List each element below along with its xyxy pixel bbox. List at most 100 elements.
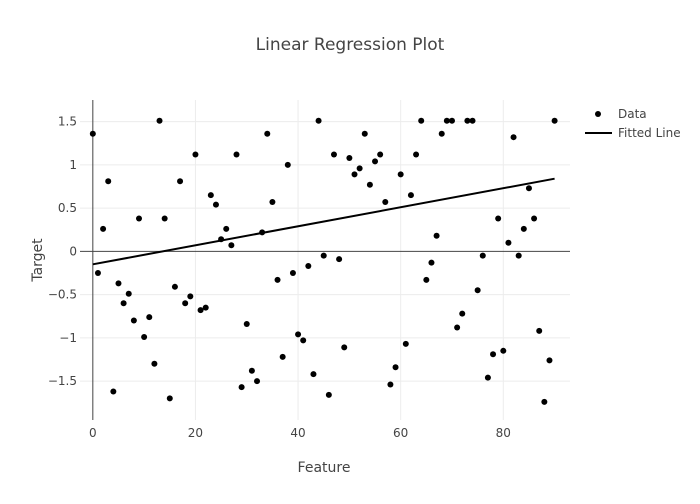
- data-point[interactable]: [125, 290, 132, 297]
- data-point[interactable]: [536, 327, 543, 334]
- data-point[interactable]: [115, 280, 122, 287]
- data-point[interactable]: [454, 324, 461, 331]
- data-point[interactable]: [433, 232, 440, 239]
- data-point[interactable]: [182, 300, 189, 307]
- data-point[interactable]: [505, 239, 512, 246]
- data-point[interactable]: [382, 199, 389, 206]
- data-points-layer: [89, 117, 558, 405]
- data-point[interactable]: [136, 215, 143, 222]
- data-point[interactable]: [305, 263, 312, 270]
- data-point[interactable]: [407, 192, 414, 199]
- data-point[interactable]: [484, 374, 491, 381]
- data-point[interactable]: [223, 225, 230, 232]
- data-point[interactable]: [356, 165, 363, 172]
- legend-item-fitted-line[interactable]: Fitted Line: [585, 126, 681, 140]
- data-point[interactable]: [130, 317, 137, 324]
- data-point[interactable]: [141, 333, 148, 340]
- x-tick-label: 20: [188, 426, 203, 440]
- data-point[interactable]: [443, 117, 450, 124]
- data-point[interactable]: [500, 347, 507, 354]
- data-point[interactable]: [474, 287, 481, 294]
- data-point[interactable]: [413, 151, 420, 158]
- data-point[interactable]: [315, 117, 322, 124]
- data-point[interactable]: [212, 201, 219, 208]
- data-point[interactable]: [110, 388, 117, 395]
- data-point[interactable]: [233, 151, 240, 158]
- data-point[interactable]: [438, 130, 445, 137]
- data-point[interactable]: [243, 321, 250, 327]
- data-point[interactable]: [192, 151, 199, 158]
- data-point[interactable]: [531, 215, 538, 222]
- data-point[interactable]: [336, 256, 343, 263]
- data-point[interactable]: [490, 351, 497, 358]
- data-point[interactable]: [228, 242, 235, 249]
- data-point[interactable]: [100, 225, 107, 232]
- data-point[interactable]: [254, 378, 261, 385]
- data-point[interactable]: [264, 130, 271, 137]
- data-point[interactable]: [330, 151, 337, 158]
- data-point[interactable]: [423, 276, 430, 283]
- data-point[interactable]: [515, 252, 522, 259]
- data-point[interactable]: [310, 371, 317, 378]
- data-point[interactable]: [259, 229, 266, 236]
- x-tick-label: 60: [393, 426, 408, 440]
- data-point[interactable]: [269, 199, 276, 206]
- data-point[interactable]: [418, 117, 425, 124]
- data-point[interactable]: [459, 310, 466, 317]
- data-point[interactable]: [495, 215, 502, 222]
- legend[interactable]: Data Fitted Line: [585, 107, 681, 140]
- data-point[interactable]: [120, 300, 127, 307]
- data-point[interactable]: [392, 364, 399, 371]
- data-point[interactable]: [218, 236, 225, 243]
- data-point[interactable]: [361, 130, 368, 137]
- data-point[interactable]: [520, 225, 527, 232]
- data-point[interactable]: [469, 117, 476, 124]
- data-point[interactable]: [166, 395, 173, 402]
- data-point[interactable]: [202, 304, 209, 311]
- data-point[interactable]: [525, 185, 532, 192]
- data-point[interactable]: [325, 391, 332, 398]
- data-point[interactable]: [479, 252, 486, 259]
- data-point[interactable]: [510, 134, 517, 141]
- data-point[interactable]: [94, 269, 101, 276]
- data-point[interactable]: [366, 181, 373, 188]
- data-point[interactable]: [295, 331, 302, 338]
- data-point[interactable]: [397, 171, 404, 178]
- data-point[interactable]: [156, 117, 163, 124]
- data-point[interactable]: [541, 398, 548, 405]
- data-point[interactable]: [428, 259, 435, 266]
- data-point[interactable]: [377, 151, 384, 158]
- data-point[interactable]: [207, 192, 214, 199]
- data-point[interactable]: [341, 344, 348, 351]
- data-point[interactable]: [289, 269, 296, 276]
- data-point[interactable]: [284, 161, 291, 168]
- fitted-line-layer: [92, 177, 555, 266]
- data-point[interactable]: [171, 283, 178, 290]
- data-point[interactable]: [238, 384, 245, 391]
- data-point[interactable]: [346, 154, 353, 161]
- data-point[interactable]: [177, 178, 184, 185]
- data-point[interactable]: [464, 117, 471, 124]
- data-point[interactable]: [89, 130, 96, 137]
- data-point[interactable]: [105, 178, 112, 185]
- data-point[interactable]: [372, 158, 379, 165]
- data-point[interactable]: [448, 117, 455, 124]
- data-point[interactable]: [161, 215, 168, 222]
- data-point[interactable]: [146, 314, 153, 321]
- data-point[interactable]: [187, 293, 194, 300]
- data-point[interactable]: [300, 337, 307, 344]
- data-point[interactable]: [151, 360, 158, 367]
- data-point[interactable]: [551, 117, 558, 124]
- data-point[interactable]: [387, 381, 394, 388]
- data-point[interactable]: [320, 252, 327, 259]
- legend-item-data[interactable]: Data: [595, 107, 647, 121]
- data-point[interactable]: [197, 307, 204, 314]
- data-point[interactable]: [351, 171, 358, 178]
- data-point[interactable]: [274, 276, 281, 283]
- data-point[interactable]: [248, 367, 255, 374]
- data-point[interactable]: [279, 353, 286, 360]
- data-point[interactable]: [402, 340, 409, 347]
- x-tick-label: 0: [89, 426, 97, 440]
- legend-data-marker: [595, 111, 601, 117]
- data-point[interactable]: [546, 357, 553, 364]
